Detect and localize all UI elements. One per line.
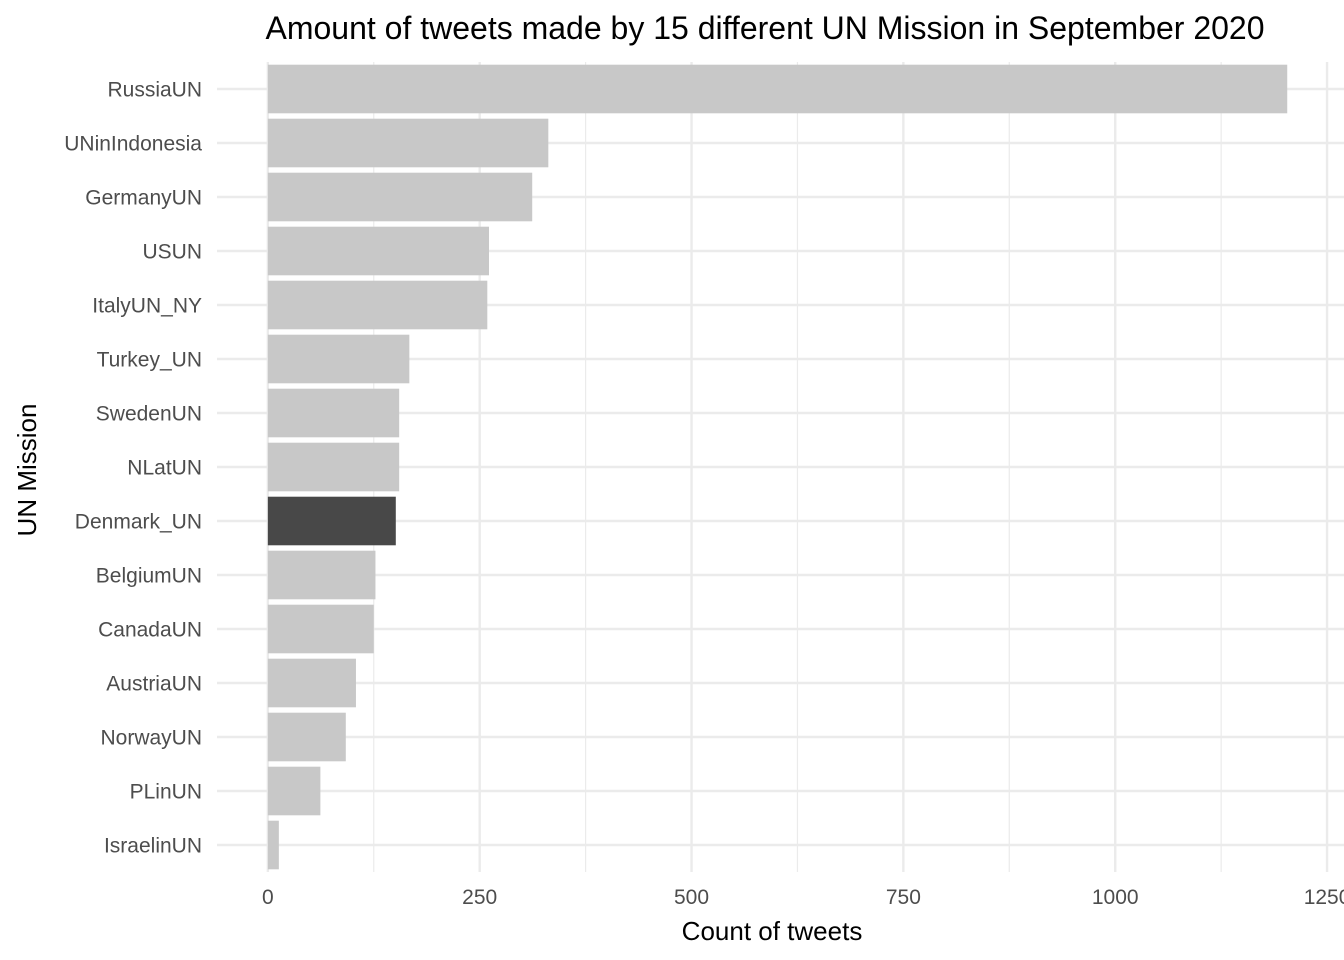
- y-tick-label: SwedenUN: [96, 403, 202, 426]
- y-tick-label: Turkey_UN: [97, 349, 202, 372]
- y-tick-label: NLatUN: [127, 457, 202, 480]
- bar-austriaun: [267, 658, 356, 708]
- chart-title: Amount of tweets made by 15 different UN…: [265, 10, 1264, 46]
- y-tick-label: IsraelinUN: [104, 835, 202, 858]
- y-tick-labels: RussiaUN UNinIndonesia GermanyUN USUN ItalyU…: [64, 79, 202, 858]
- bar-denmark-un: [267, 496, 396, 546]
- bars: [267, 64, 1288, 870]
- x-axis-title: Count of tweets: [682, 916, 863, 946]
- y-tick-label: CanadaUN: [98, 619, 202, 642]
- x-tick-label: 1000: [1092, 886, 1139, 909]
- bar-germanyun: [267, 172, 533, 222]
- y-tick-label: RussiaUN: [107, 79, 202, 102]
- y-tick-label: USUN: [142, 241, 202, 264]
- bar-nlatun: [267, 442, 400, 492]
- x-tick-labels: 0 250 500 750 1000 1250: [262, 886, 1344, 909]
- x-tick-label: 750: [886, 886, 921, 909]
- y-axis-title: UN Mission: [12, 404, 42, 537]
- y-tick-label: NorwayUN: [100, 727, 202, 750]
- bar-russiaun: [267, 64, 1288, 114]
- x-tick-label: 0: [262, 886, 274, 909]
- x-tick-label: 250: [462, 886, 497, 909]
- bar-swedenun: [267, 388, 400, 438]
- y-tick-label: UNinIndonesia: [64, 133, 202, 156]
- x-tick-label: 1250: [1304, 886, 1344, 909]
- bar-belgiumun: [267, 550, 376, 600]
- bar-norwayun: [267, 712, 346, 762]
- bar-plinun: [267, 766, 321, 816]
- bar-turkey-un: [267, 334, 410, 384]
- y-tick-label: BelgiumUN: [96, 565, 202, 588]
- y-tick-label: ItalyUN_NY: [92, 295, 202, 318]
- bar-uninindonesia: [267, 118, 549, 168]
- bar-israelinun: [267, 820, 279, 870]
- y-tick-label: PLinUN: [130, 781, 202, 804]
- bar-canadaun: [267, 604, 374, 654]
- y-tick-label: GermanyUN: [85, 187, 202, 210]
- bar-italyun-ny: [267, 280, 488, 330]
- x-tick-label: 500: [674, 886, 709, 909]
- bar-usun: [267, 226, 490, 276]
- y-tick-label: Denmark_UN: [75, 511, 202, 534]
- y-tick-label: AustriaUN: [106, 673, 202, 696]
